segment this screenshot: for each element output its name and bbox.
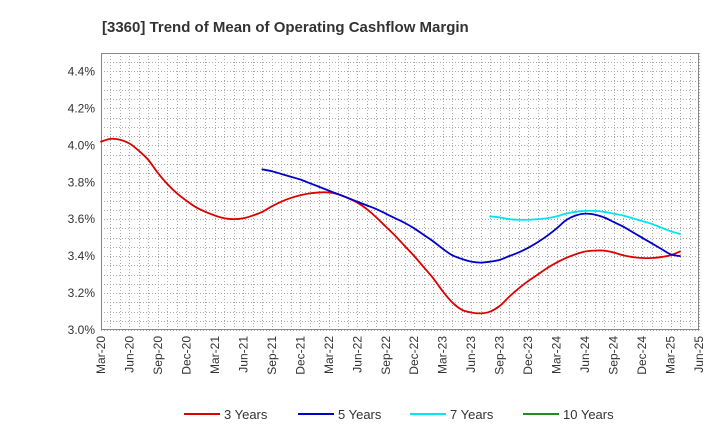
x-tick-label: Jun-25 [692,336,706,373]
legend-label: 5 Years [338,407,382,422]
x-tick-label: Dec-21 [293,336,307,375]
series-lines [100,137,681,315]
y-tick-label: 4.2% [68,101,96,115]
y-tick-label: 4.0% [68,138,96,152]
y-tick-label: 3.6% [68,212,96,226]
x-tick-label: Dec-22 [407,336,421,375]
series-line-3-years [100,137,681,315]
plot-frame [101,53,699,330]
y-tick-label: 3.0% [68,323,96,337]
x-tick-label: Jun-21 [236,336,250,373]
x-tick-label: Mar-22 [322,336,336,374]
x-tick-label: Mar-23 [436,336,450,374]
plot-area [101,53,699,330]
x-tick-label: Sep-23 [493,336,507,375]
grid [101,53,700,331]
legend-label: 3 Years [224,407,268,422]
x-tick-label: Mar-21 [208,336,222,374]
series-line-7-years [489,209,681,235]
x-tick-label: Jun-23 [464,336,478,373]
legend-label: 10 Years [563,407,614,422]
y-tick-label: 3.4% [68,249,96,263]
chart-title: [3360] Trend of Mean of Operating Cashfl… [102,19,469,36]
x-tick-label: Mar-25 [664,336,678,374]
x-tick-label: Dec-24 [635,336,649,375]
y-axis: 3.0% 3.2% 3.4% 3.6% 3.8% 4.0% 4.2% 4.4% [68,64,96,337]
y-tick-label: 4.4% [68,64,96,78]
x-tick-label: Mar-24 [550,336,564,374]
x-tick-label: Jun-20 [122,336,136,373]
x-tick-label: Sep-24 [607,336,621,375]
x-tick-label: Jun-24 [578,336,592,373]
x-tick-label: Jun-22 [350,336,364,373]
x-tick-label: Sep-20 [151,336,165,375]
x-tick-label: Mar-20 [94,336,108,374]
x-axis: Mar-20 Jun-20 Sep-20 Dec-20 Mar-21 Jun-21 Sep-… [94,336,706,375]
legend: 3 Years 5 Years 7 Years 10 Years [184,407,614,422]
x-tick-label: Sep-21 [265,336,279,375]
x-tick-label: Dec-20 [179,336,193,375]
y-tick-label: 3.8% [68,175,96,189]
x-tick-label: Dec-23 [521,336,535,375]
y-tick-label: 3.2% [68,286,96,300]
legend-label: 7 Years [450,407,494,422]
series-line-5-years [261,168,681,264]
x-tick-label: Sep-22 [379,336,393,375]
